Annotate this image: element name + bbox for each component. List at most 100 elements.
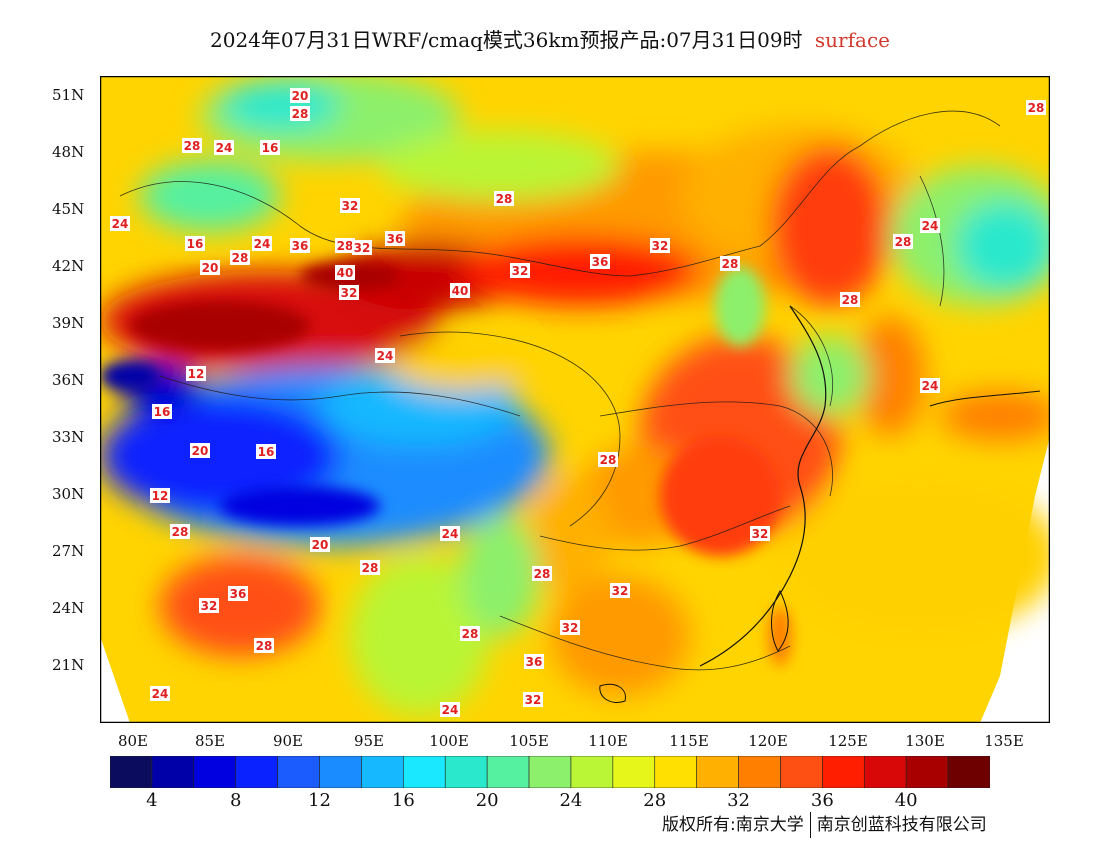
colorbar-swatch <box>486 756 530 788</box>
svg-text:16: 16 <box>262 141 279 155</box>
colorbar-swatch <box>612 756 656 788</box>
lon-tick-label: 95E <box>353 732 385 750</box>
contour-label: 28 <box>893 234 913 249</box>
svg-text:12: 12 <box>188 367 205 381</box>
svg-text:36: 36 <box>526 655 543 669</box>
colorbar-tick-label: 40 <box>894 790 918 811</box>
contour-label: 20 <box>200 260 220 275</box>
lon-tick-label: 105E <box>509 732 549 750</box>
colorbar-tick-label: 8 <box>229 790 242 811</box>
colorbar-tick-label: 16 <box>391 790 415 811</box>
svg-text:28: 28 <box>462 627 479 641</box>
svg-text:24: 24 <box>442 703 459 717</box>
lon-tick-label: 85E <box>194 732 226 750</box>
svg-text:28: 28 <box>184 139 201 153</box>
svg-text:32: 32 <box>354 241 371 255</box>
colorbar-tick-label: 32 <box>727 790 751 811</box>
svg-text:24: 24 <box>254 237 271 251</box>
contour-label: 28 <box>720 256 740 271</box>
svg-text:28: 28 <box>337 239 354 253</box>
contour-label: 28 <box>335 238 355 253</box>
contour-label: 12 <box>150 488 170 503</box>
contour-label: 28 <box>1026 100 1046 115</box>
contour-label: 24 <box>440 702 460 717</box>
lat-tick-label: 21N <box>52 656 85 674</box>
svg-text:28: 28 <box>722 257 739 271</box>
contour-label: 32 <box>352 240 372 255</box>
lat-tick-label: 30N <box>52 485 85 503</box>
colorbar-swatch <box>738 756 781 788</box>
lat-tick-label: 39N <box>52 314 85 332</box>
contour-label: 36 <box>590 254 610 269</box>
svg-text:16: 16 <box>258 445 275 459</box>
colorbar-swatch <box>361 756 404 788</box>
svg-text:32: 32 <box>652 239 669 253</box>
contour-label: 36 <box>228 586 248 601</box>
svg-text:28: 28 <box>600 453 617 467</box>
copyright-right: 南京创蓝科技有限公司 <box>816 815 987 835</box>
contour-label: 28 <box>290 106 310 121</box>
colorbar-tick-label: 4 <box>146 790 158 811</box>
colorbar-swatch <box>110 756 153 788</box>
colorbar <box>110 756 990 788</box>
svg-text:20: 20 <box>202 261 219 275</box>
contour-label: 32 <box>523 692 543 707</box>
svg-text:24: 24 <box>922 379 939 393</box>
contour-label: 36 <box>385 231 405 246</box>
svg-text:40: 40 <box>452 284 469 298</box>
svg-text:28: 28 <box>496 192 513 206</box>
svg-text:28: 28 <box>256 639 273 653</box>
contour-label: 24 <box>214 140 234 155</box>
lat-tick-label: 33N <box>52 428 85 446</box>
contour-label: 32 <box>340 198 360 213</box>
contour-label: 20 <box>290 88 310 103</box>
contour-label: 12 <box>186 366 206 381</box>
contour-label: 36 <box>290 238 310 253</box>
svg-text:28: 28 <box>1028 101 1045 115</box>
contour-label: 32 <box>510 263 530 278</box>
colorbar-tick-label: 36 <box>810 790 834 811</box>
colorbar-swatch <box>193 756 237 788</box>
title-field: surface <box>814 28 890 52</box>
svg-text:32: 32 <box>562 621 579 635</box>
svg-text:32: 32 <box>752 527 769 541</box>
contour-label: 40 <box>335 265 355 280</box>
contour-label: 16 <box>152 404 172 419</box>
svg-text:28: 28 <box>895 235 912 249</box>
contour-label: 16 <box>256 444 276 459</box>
contour-label: 28 <box>532 566 552 581</box>
lat-tick-label: 36N <box>52 371 85 389</box>
svg-text:36: 36 <box>292 239 309 253</box>
colorbar-swatch <box>570 756 614 788</box>
contour-label: 40 <box>450 283 470 298</box>
contour-label: 16 <box>185 236 205 251</box>
contour-label: 28 <box>840 292 860 307</box>
svg-text:20: 20 <box>292 89 309 103</box>
contour-label: 24 <box>150 686 170 701</box>
lon-tick-label: 100E <box>429 732 469 750</box>
svg-text:24: 24 <box>922 219 939 233</box>
colorbar-swatch <box>235 756 278 788</box>
colorbar-swatch <box>444 756 488 788</box>
colorbar-tick-label: 12 <box>308 790 331 811</box>
lon-tick-label: 120E <box>748 732 788 750</box>
svg-text:36: 36 <box>230 587 247 601</box>
lon-tick-label: 130E <box>905 732 945 750</box>
map-title: 2024年07月31日WRF/cmaq模式36km预报产品:07月31日09时 … <box>0 24 1100 53</box>
colorbar-swatch <box>319 756 362 788</box>
contour-label: 20 <box>310 537 330 552</box>
contour-label: 24 <box>375 348 395 363</box>
colorbar-swatch <box>822 756 865 788</box>
svg-text:24: 24 <box>377 349 394 363</box>
contour-label: 28 <box>598 452 618 467</box>
svg-text:16: 16 <box>154 405 171 419</box>
lat-tick-label: 48N <box>52 143 85 161</box>
svg-text:12: 12 <box>152 489 169 503</box>
lat-tick-label: 24N <box>52 599 85 617</box>
svg-text:24: 24 <box>152 687 169 701</box>
contour-label: 32 <box>650 238 670 253</box>
contour-label: 24 <box>920 218 940 233</box>
contour-label: 32 <box>750 526 770 541</box>
svg-text:20: 20 <box>312 538 329 552</box>
